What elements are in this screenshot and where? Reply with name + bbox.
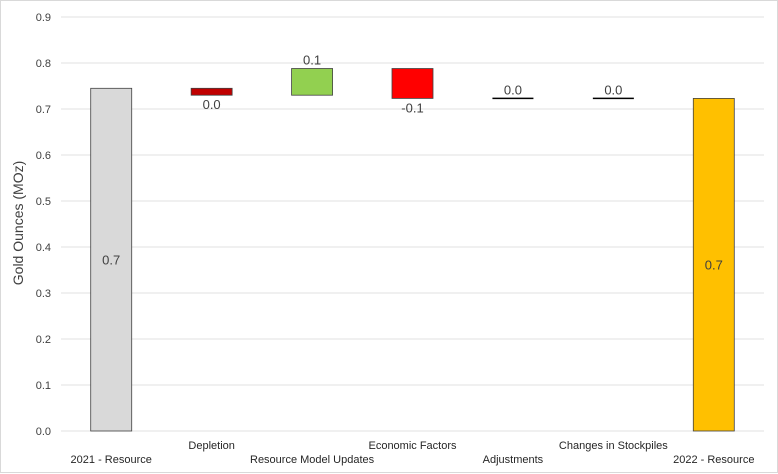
bar [291,68,333,96]
data-label: 0.0 [504,82,522,97]
y-tick-label: 0.9 [36,12,51,24]
y-tick-label: 0.8 [36,58,51,70]
category-label: Changes in Stockpiles [559,440,668,452]
bar [190,87,233,96]
y-axis-label: Gold Ounces (MOz) [10,161,26,285]
data-label: 0.7 [102,253,120,268]
data-label: 0.7 [705,258,723,273]
data-label: 0.1 [303,53,321,68]
y-tick-label: 0.4 [36,242,51,254]
bar [391,68,434,99]
y-tick-label: 0.6 [36,150,51,162]
data-label: 0.0 [604,82,622,97]
bars [90,68,735,432]
category-label: Economic Factors [368,440,457,452]
gridlines [61,16,764,432]
y-tick-label: 0.5 [36,196,51,208]
y-tick-label: 0.7 [36,104,51,116]
category-label: Adjustments [483,454,544,466]
category-label: 2022 - Resource [673,454,754,466]
y-tick-label: 0.0 [36,426,51,438]
category-label: 2021 - Resource [71,454,152,466]
data-label: -0.1 [401,100,423,115]
bar [692,98,735,432]
y-tick-label: 0.3 [36,288,51,300]
bar [90,87,133,432]
y-tick-label: 0.2 [36,334,51,346]
category-label: Depletion [188,440,234,452]
category-labels: 2021 - Resource Depletion Resource Model U… [71,440,755,466]
y-axis-ticks: 0.0 0.1 0.2 0.3 0.4 0.5 0.6 0.7 0.8 0.9 [36,12,51,438]
category-label: Resource Model Updates [250,454,375,466]
data-label: 0.0 [203,97,221,112]
y-tick-label: 0.1 [36,380,51,392]
data-labels: 0.7 0.0 0.1 -0.1 0.0 0.0 0.7 [102,53,723,273]
